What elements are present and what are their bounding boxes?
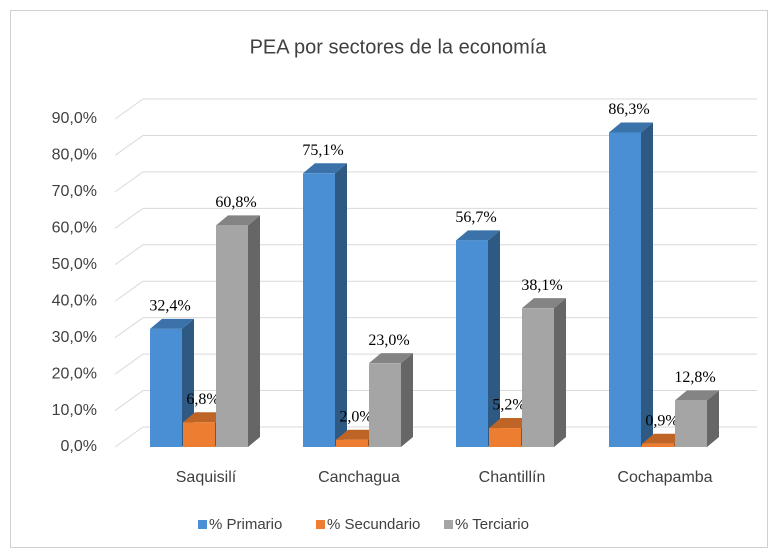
grid-line — [114, 244, 757, 266]
bar — [522, 298, 566, 447]
bar-top — [216, 215, 260, 226]
bar-top — [675, 390, 719, 401]
bar-side — [401, 353, 413, 447]
bar-side — [182, 318, 194, 447]
data-label: 32,4% — [149, 298, 190, 315]
bar — [675, 390, 719, 447]
bar-front — [336, 439, 368, 447]
bar-top — [369, 353, 413, 364]
bar — [150, 318, 194, 447]
bar-top — [303, 163, 347, 174]
bar — [456, 230, 500, 447]
chart-title: PEA por sectores de la economía — [250, 36, 548, 58]
y-tick-label: 70,0% — [52, 183, 97, 200]
data-label: 12,8% — [674, 369, 715, 386]
grid-line — [114, 280, 757, 302]
bar-front — [642, 443, 674, 447]
data-label: 86,3% — [608, 101, 649, 118]
data-label: 0,9% — [645, 412, 678, 429]
bar-side — [335, 163, 347, 447]
legend-label: % Primario — [209, 516, 282, 533]
x-tick-label: Saquisilí — [176, 469, 237, 486]
bar-front — [150, 328, 182, 447]
bar — [369, 353, 413, 447]
x-tick-label: Chantillín — [479, 469, 546, 486]
legend-swatch — [444, 520, 453, 529]
bar — [303, 163, 347, 447]
y-tick-label: 40,0% — [52, 292, 97, 309]
y-tick-label: 30,0% — [52, 329, 97, 346]
bar-front — [216, 225, 248, 447]
data-label: 2,0% — [339, 408, 372, 425]
y-tick-label: 60,0% — [52, 220, 97, 237]
y-tick-label: 90,0% — [52, 110, 97, 127]
bar-top — [609, 122, 653, 133]
bar-front — [369, 363, 401, 447]
data-label: 60,8% — [215, 194, 256, 211]
legend-label: % Terciario — [455, 516, 529, 533]
bar-side — [707, 390, 719, 447]
bar-side — [641, 122, 653, 448]
data-label: 5,2% — [492, 397, 525, 414]
bar-top — [150, 318, 194, 329]
bar-front — [183, 422, 215, 447]
data-label: 6,8% — [186, 391, 219, 408]
bar-top — [456, 230, 500, 241]
bar-front — [456, 240, 488, 447]
bar — [609, 122, 653, 448]
chart-border — [10, 10, 768, 548]
bar-front — [303, 173, 335, 447]
y-tick-label: 80,0% — [52, 147, 97, 164]
bar-front — [675, 400, 707, 447]
y-tick-label: 50,0% — [52, 256, 97, 273]
bar-front — [522, 308, 554, 447]
grid-line — [114, 171, 757, 193]
bar-front — [489, 428, 521, 447]
bar — [216, 215, 260, 447]
legend-label: % Secundario — [327, 516, 420, 533]
data-label: 38,1% — [521, 277, 562, 294]
y-tick-label: 0,0% — [61, 438, 97, 455]
grid-line — [114, 207, 757, 229]
y-tick-label: 10,0% — [52, 402, 97, 419]
bar-side — [554, 298, 566, 447]
grid-line — [114, 134, 757, 156]
legend-swatch — [198, 520, 207, 529]
data-label: 75,1% — [302, 142, 343, 159]
bar-top — [522, 298, 566, 309]
y-tick-label: 20,0% — [52, 365, 97, 382]
x-tick-label: Canchagua — [318, 469, 400, 486]
legend-swatch — [316, 520, 325, 529]
data-label: 56,7% — [455, 209, 496, 226]
bar-front — [609, 132, 641, 448]
grid-line — [114, 98, 757, 120]
x-tick-label: Cochapamba — [617, 469, 712, 486]
bar-side — [488, 230, 500, 447]
data-label: 23,0% — [368, 332, 409, 349]
bar-side — [248, 215, 260, 447]
